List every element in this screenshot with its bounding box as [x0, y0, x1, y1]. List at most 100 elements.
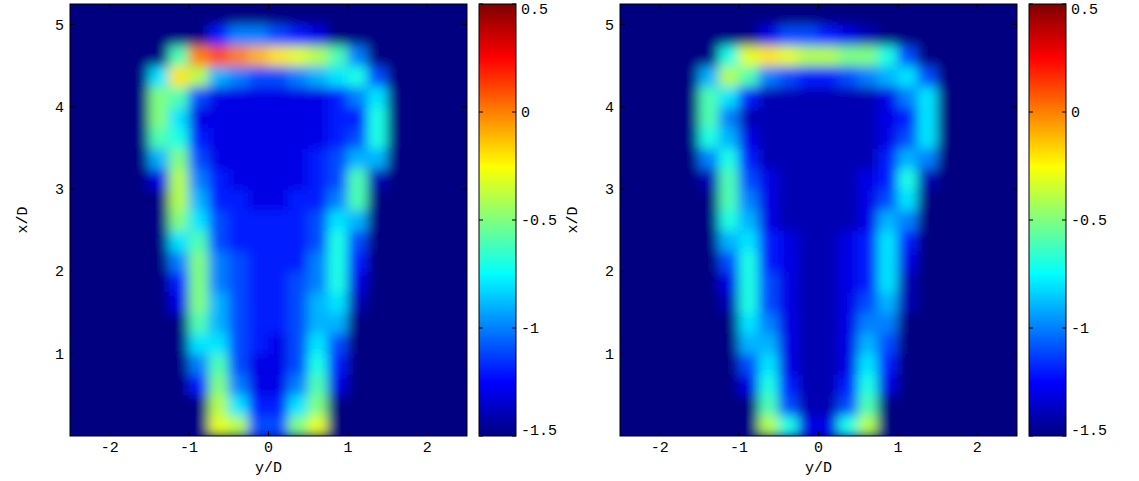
x-tick-label: 2 — [973, 440, 982, 457]
cell — [838, 415, 859, 436]
cell — [109, 374, 130, 396]
cell — [347, 4, 368, 25]
cell — [268, 353, 289, 375]
cell — [328, 127, 349, 149]
cell — [639, 189, 660, 211]
cell — [347, 353, 368, 375]
cell — [917, 374, 938, 396]
cell — [758, 209, 779, 231]
cell — [169, 394, 190, 416]
cell — [129, 24, 150, 46]
cell — [659, 230, 680, 252]
cell — [878, 24, 899, 46]
cell — [838, 4, 859, 25]
colorbar-tick — [512, 112, 516, 113]
cell — [308, 250, 329, 272]
cell — [679, 106, 700, 128]
cell — [977, 230, 998, 252]
cell — [109, 24, 130, 46]
cell — [169, 127, 190, 149]
cell — [228, 230, 249, 252]
cell — [407, 65, 428, 87]
cell — [758, 127, 779, 149]
cell — [208, 209, 229, 231]
cell — [739, 65, 760, 87]
x-tick — [347, 4, 348, 9]
cell — [957, 65, 978, 87]
cell — [997, 65, 1017, 87]
cell — [367, 86, 388, 108]
cell — [719, 4, 740, 25]
cell — [347, 168, 368, 190]
cell — [387, 292, 408, 314]
cell — [639, 394, 660, 416]
cell — [447, 230, 467, 252]
cell — [719, 209, 740, 231]
cell — [427, 230, 448, 252]
cell — [407, 271, 428, 293]
cell — [878, 271, 899, 293]
cell — [818, 148, 839, 170]
cell — [70, 415, 90, 436]
cell — [798, 45, 819, 67]
cell — [917, 106, 938, 128]
cell — [977, 333, 998, 355]
cell — [149, 189, 170, 211]
cell — [858, 168, 879, 190]
cell — [937, 65, 958, 87]
cell — [878, 374, 899, 396]
cell — [248, 374, 269, 396]
cell — [427, 127, 448, 149]
cell — [288, 127, 309, 149]
cell — [917, 127, 938, 149]
cell — [997, 415, 1017, 436]
cell — [447, 292, 467, 314]
cell — [268, 209, 289, 231]
cell — [739, 127, 760, 149]
cell — [248, 415, 269, 436]
cell — [997, 4, 1017, 25]
cell — [208, 86, 229, 108]
cell — [679, 333, 700, 355]
cell — [89, 209, 110, 231]
cell — [639, 250, 660, 272]
cell — [228, 45, 249, 67]
cell — [387, 271, 408, 293]
cell — [679, 394, 700, 416]
cell — [427, 65, 448, 87]
cell — [427, 394, 448, 416]
cell — [70, 189, 90, 211]
cell — [758, 148, 779, 170]
cell — [620, 209, 640, 231]
cell — [957, 106, 978, 128]
cell — [739, 250, 760, 272]
y-tick — [620, 353, 625, 354]
cell — [328, 353, 349, 375]
cell — [679, 271, 700, 293]
colorbar-tick-label: -1.5 — [521, 423, 557, 440]
cell — [129, 127, 150, 149]
cell — [758, 374, 779, 396]
cell — [798, 271, 819, 293]
cell — [407, 394, 428, 416]
cell — [897, 415, 918, 436]
cell — [917, 312, 938, 334]
cell — [878, 148, 899, 170]
cell — [308, 189, 329, 211]
cell — [328, 230, 349, 252]
cell — [679, 353, 700, 375]
plot-frame — [70, 4, 467, 436]
cell — [997, 353, 1017, 375]
cell — [70, 148, 90, 170]
cell — [620, 106, 640, 128]
cell — [937, 24, 958, 46]
cell — [149, 4, 170, 25]
cell — [70, 312, 90, 334]
cell — [367, 271, 388, 293]
figure: -2-101212345y/Dx/D-1.5-1-0.500.5-2-10121… — [0, 0, 1139, 481]
plot-area — [620, 4, 1017, 436]
cell — [838, 86, 859, 108]
cell — [977, 312, 998, 334]
cell — [288, 250, 309, 272]
cell — [957, 333, 978, 355]
